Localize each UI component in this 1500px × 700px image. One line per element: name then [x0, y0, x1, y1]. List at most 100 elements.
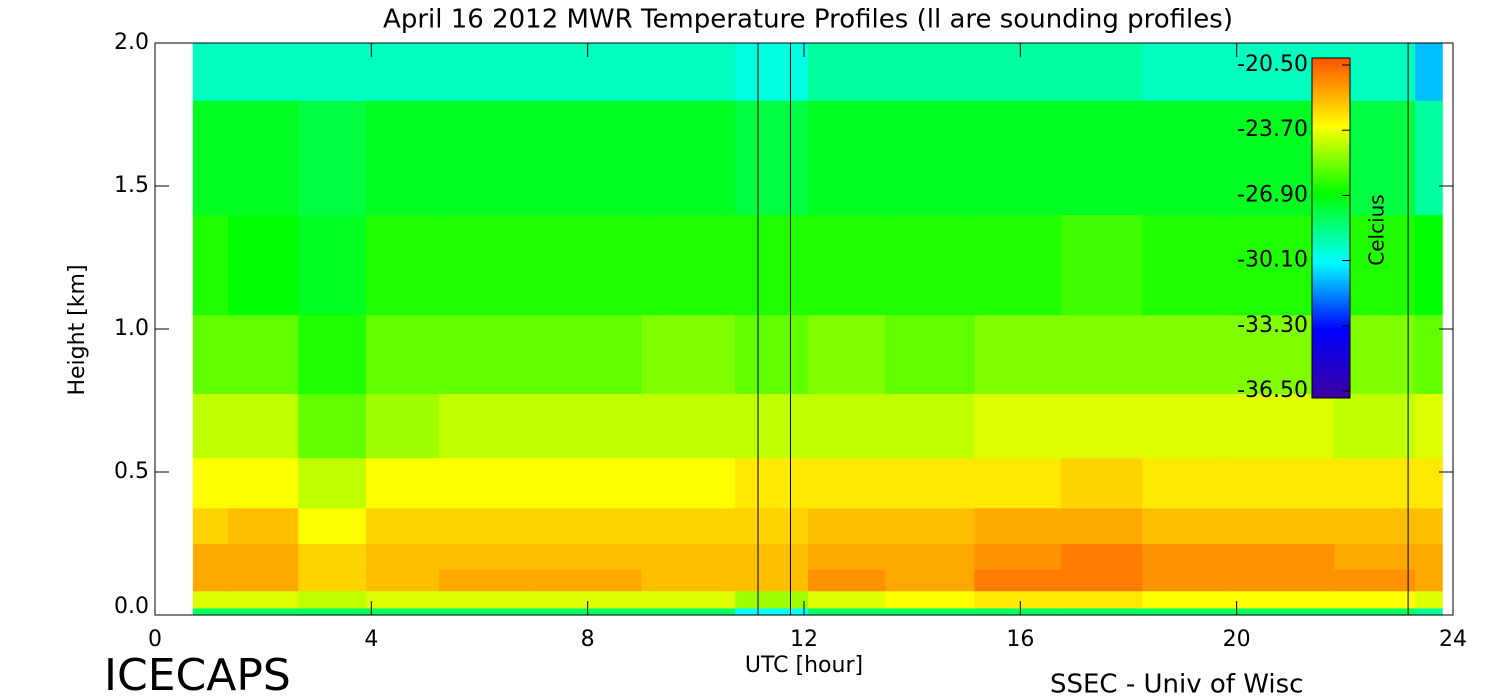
- heat-cell: [1231, 569, 1335, 592]
- heat-cell: [641, 100, 736, 216]
- x-tick-label: 16: [1006, 627, 1034, 652]
- heat-cell: [1415, 314, 1443, 394]
- heat-cell: [885, 314, 975, 394]
- heat-cell: [808, 507, 886, 545]
- heat-cell: [228, 100, 299, 216]
- heat-cell: [192, 569, 229, 592]
- heat-cell: [298, 607, 367, 616]
- y-tick-label: 1.5: [114, 173, 149, 198]
- colorbar-tick-label: -26.90: [1237, 182, 1308, 207]
- colorbar: [1311, 57, 1351, 399]
- heat-cell: [1060, 457, 1143, 509]
- heat-cell: [735, 314, 809, 394]
- heat-cell: [365, 569, 440, 592]
- y-tick-label: 1.0: [114, 316, 149, 341]
- heat-cell: [228, 214, 299, 316]
- heat-cell: [974, 43, 1062, 101]
- heat-cell: [1142, 457, 1232, 509]
- heat-cell: [641, 590, 736, 609]
- heat-cell: [1142, 393, 1232, 459]
- heat-cell: [1334, 569, 1416, 592]
- heat-cell: [1142, 507, 1232, 545]
- heat-cell: [641, 43, 736, 101]
- colorbar-tick-label: -36.50: [1237, 378, 1308, 403]
- heat-cell: [1142, 43, 1232, 101]
- heat-cell: [298, 457, 367, 509]
- heat-cell: [1415, 393, 1443, 459]
- y-tick-label: 0.5: [114, 459, 149, 484]
- heat-cell: [228, 590, 299, 609]
- heat-cell: [1231, 607, 1335, 616]
- x-tick-label: 0: [148, 627, 162, 652]
- heat-cell: [438, 43, 535, 101]
- heat-cell: [974, 507, 1062, 545]
- heat-cell: [641, 607, 736, 616]
- heat-cell: [1415, 100, 1443, 216]
- heat-cell: [533, 214, 643, 316]
- heat-cell: [1060, 100, 1143, 216]
- heat-cell: [192, 314, 229, 394]
- heat-cell: [365, 590, 440, 609]
- heat-cell: [228, 43, 299, 101]
- heat-cell: [438, 314, 535, 394]
- heat-cell: [1060, 43, 1143, 101]
- heat-cell: [1060, 393, 1143, 459]
- heat-cell: [298, 214, 367, 316]
- heat-cell: [974, 457, 1062, 509]
- heat-cell: [808, 393, 886, 459]
- heat-cell: [438, 100, 535, 216]
- heat-cell: [735, 607, 809, 616]
- x-tick-label: 12: [790, 627, 818, 652]
- heat-cell: [1060, 543, 1143, 570]
- footer-right: SSEC - Univ of Wisc: [1050, 670, 1303, 700]
- heat-cell: [1060, 507, 1143, 545]
- x-tick-label: 24: [1439, 627, 1467, 652]
- heat-cell: [808, 100, 886, 216]
- heat-cell: [365, 43, 440, 101]
- heat-cell: [438, 607, 535, 616]
- heat-cell: [808, 590, 886, 609]
- heat-cell: [298, 543, 367, 570]
- heat-cell: [438, 457, 535, 509]
- heat-cell: [808, 457, 886, 509]
- colorbar-tick-label: -23.70: [1237, 117, 1308, 142]
- heat-cell: [885, 543, 975, 570]
- heat-cell: [974, 590, 1062, 609]
- heat-cell: [1060, 214, 1143, 316]
- heat-cell: [808, 314, 886, 394]
- heat-cell: [1142, 590, 1232, 609]
- heat-cell: [192, 590, 229, 609]
- heat-cell: [974, 393, 1062, 459]
- heat-cell: [1060, 314, 1143, 394]
- heat-cell: [298, 393, 367, 459]
- heat-cell: [228, 507, 299, 545]
- x-tick-label: 4: [364, 627, 378, 652]
- heat-cell: [641, 457, 736, 509]
- heat-cell: [192, 393, 229, 459]
- heat-cell: [365, 314, 440, 394]
- heat-cell: [1231, 590, 1335, 609]
- heat-cell: [1415, 569, 1443, 592]
- heat-cell: [885, 393, 975, 459]
- heat-cell: [365, 214, 440, 316]
- heat-cell: [192, 43, 229, 101]
- heat-cell: [885, 214, 975, 316]
- heat-cell: [192, 214, 229, 316]
- heat-cell: [438, 590, 535, 609]
- heat-cell: [641, 314, 736, 394]
- heat-cell: [228, 569, 299, 592]
- colorbar-tick-label: -20.50: [1237, 52, 1308, 77]
- heat-cell: [1060, 590, 1143, 609]
- heat-cell: [533, 393, 643, 459]
- heat-cell: [533, 507, 643, 545]
- heat-cell: [1334, 507, 1416, 545]
- heat-cell: [365, 543, 440, 570]
- heat-cell: [735, 543, 809, 570]
- heat-cell: [192, 607, 229, 616]
- heat-cell: [808, 607, 886, 616]
- heat-cell: [298, 43, 367, 101]
- heat-cell: [885, 569, 975, 592]
- heat-cell: [974, 314, 1062, 394]
- heat-cell: [1142, 314, 1232, 394]
